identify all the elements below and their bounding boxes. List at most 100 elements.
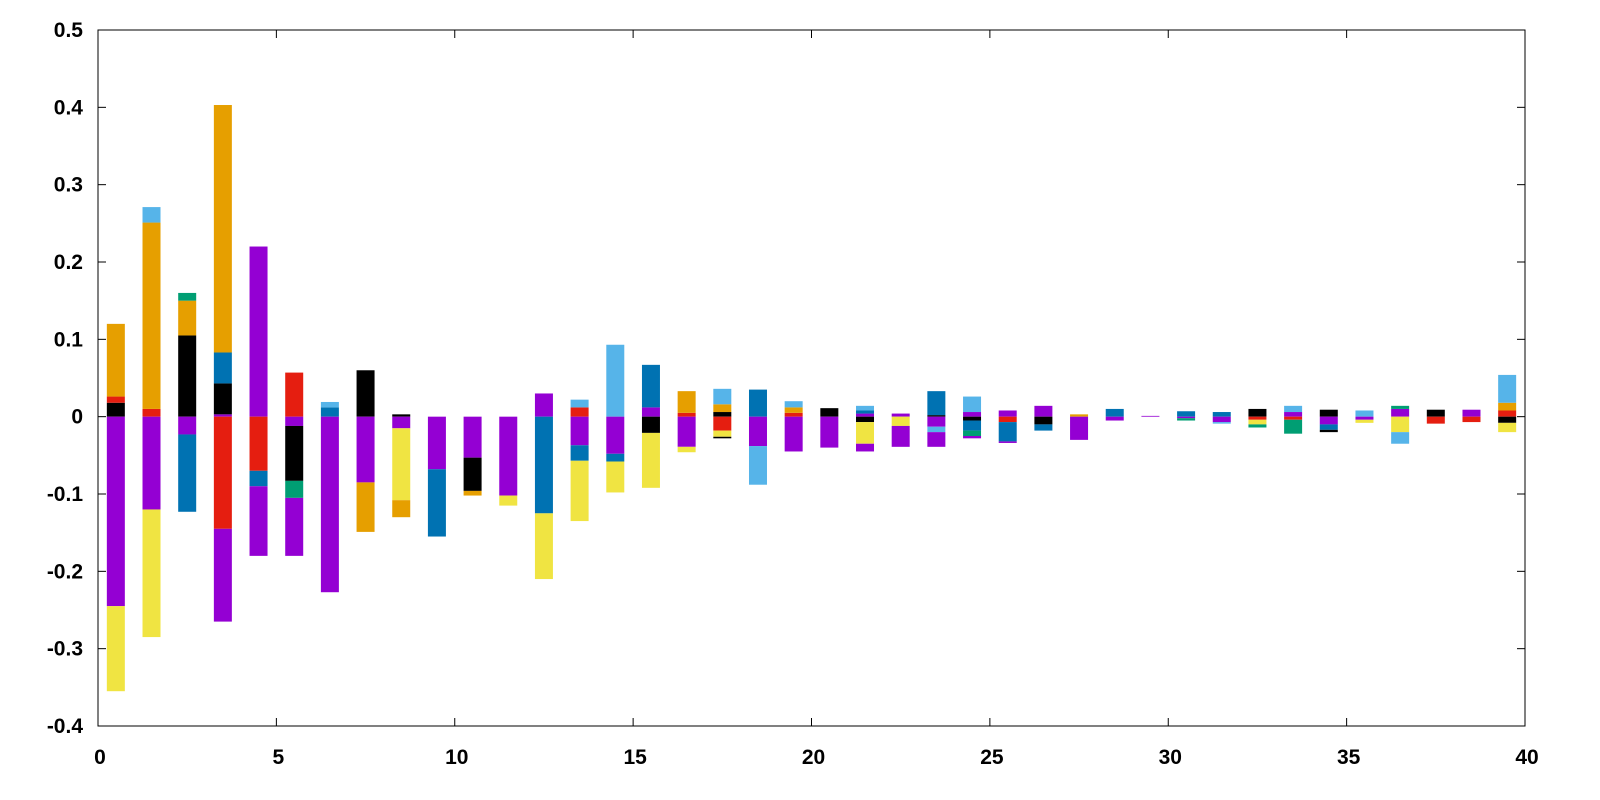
bar-segment-neg (427, 469, 446, 537)
x-tick-label: 25 (980, 746, 1004, 769)
bar-stack-2 (178, 292, 197, 512)
bar-stack-6 (320, 401, 339, 593)
bar-segment-neg (927, 426, 946, 433)
bar-segment-neg (963, 430, 982, 436)
bar-segment-neg (606, 461, 625, 493)
bar-segment-pos (570, 407, 589, 417)
bar-segment-neg (427, 416, 446, 470)
bar-segment-pos (106, 402, 125, 417)
bar-segment-neg (820, 416, 839, 448)
bar-segment-pos (285, 372, 304, 417)
bar-segment-pos (534, 393, 553, 417)
bar-segment-pos (142, 408, 161, 417)
bar-segment-neg (998, 416, 1017, 423)
bar-stack-5 (285, 372, 304, 556)
y-tick-label: 0.3 (54, 174, 83, 197)
bar-segment-pos (1319, 409, 1338, 417)
bar-stack-11 (499, 416, 518, 506)
bar-stack-24 (963, 396, 982, 439)
bar-stack-9 (427, 416, 446, 537)
y-tick-label: 0.2 (54, 251, 83, 274)
bar-segment-neg (963, 416, 982, 421)
bar-segment-neg (713, 416, 732, 431)
bar-segment-pos (1426, 409, 1445, 417)
bar-stack-12 (534, 393, 553, 580)
bar-segment-pos (320, 407, 339, 417)
bar-segment-pos (213, 352, 232, 384)
x-tick-label: 15 (623, 746, 647, 769)
bar-segment-neg (392, 428, 411, 501)
bar-segment-neg (356, 416, 375, 483)
bar-segment-neg (106, 606, 125, 692)
bar-segment-neg (213, 528, 232, 622)
y-tick-label: -0.1 (47, 483, 84, 506)
bar-stack-34 (1319, 409, 1338, 433)
bar-segment-neg (927, 432, 946, 447)
bar-segment-pos (142, 222, 161, 409)
bar-segment-pos (1498, 410, 1517, 417)
x-tick-label: 5 (273, 746, 285, 769)
bar-segment-neg (534, 416, 553, 514)
bar-segment-neg (178, 416, 197, 435)
bar-stack-29 (1141, 415, 1160, 417)
bar-stack-13 (570, 399, 589, 522)
bar-stack-4 (249, 246, 268, 556)
bar-segment-pos (1498, 374, 1517, 403)
bar-segment-pos (1070, 414, 1089, 417)
bar-stack-1 (142, 207, 161, 638)
bar-stack-36 (1391, 405, 1410, 444)
bar-segment-neg (499, 495, 518, 506)
bar-segment-neg (998, 422, 1017, 442)
bar-stack-15 (641, 364, 660, 488)
bar-segment-neg (856, 443, 875, 452)
bar-segment-neg (1105, 416, 1124, 421)
bar-segment-neg (1177, 416, 1196, 419)
bar-stack-38 (1462, 409, 1481, 423)
x-tick-label: 20 (802, 746, 825, 769)
bar-segment-pos (570, 399, 589, 408)
bar-segment-neg (1426, 416, 1445, 424)
x-tick-label: 0 (94, 746, 106, 769)
bar-segment-pos (1105, 408, 1124, 417)
bar-segment-pos (606, 344, 625, 417)
bar-stack-30 (1177, 411, 1196, 421)
bar-segment-neg (963, 436, 982, 439)
bar-segment-pos (392, 414, 411, 417)
bar-segment-neg (249, 470, 268, 487)
labels-layer: -0.4 -0.3 -0.2 -0.1 0 0.1 0.2 0.3 0.4 0.5 0 5 10 15 20… (47, 19, 1539, 769)
bar-segment-pos (1391, 408, 1410, 417)
bar-segment-neg (1355, 416, 1374, 420)
bar-segment-pos (213, 383, 232, 415)
bar-segment-pos (356, 370, 375, 417)
bar-segment-neg (784, 416, 803, 452)
bar-stack-33 (1284, 405, 1303, 434)
bar-stack-20 (820, 408, 839, 448)
bar-stack-18 (748, 389, 767, 485)
bar-segment-pos (784, 412, 803, 417)
bar-segment-pos (1177, 411, 1196, 417)
bar-segment-neg (178, 434, 197, 512)
bar-segment-pos (677, 412, 696, 417)
bar-segment-pos (641, 364, 660, 408)
bar-segment-pos (178, 292, 197, 301)
bar-segment-pos (1034, 405, 1053, 417)
y-tick-label: -0.4 (47, 715, 84, 738)
bar-segment-neg (1391, 416, 1410, 433)
bar-segment-neg (463, 416, 482, 458)
bar-segment-neg (499, 416, 518, 496)
bar-segment-neg (1177, 418, 1196, 421)
bar-segment-neg (927, 416, 946, 427)
bar-segment-pos (927, 415, 946, 417)
bar-segment-neg (1034, 416, 1053, 425)
bar-segment-neg (213, 416, 232, 529)
bar-segment-pos (1141, 415, 1160, 417)
bar-segment-neg (641, 432, 660, 488)
bar-stack-25 (998, 410, 1017, 443)
bar-segment-pos (178, 300, 197, 336)
bar-segment-pos (213, 414, 232, 417)
bar-segment-neg (998, 441, 1017, 443)
bar-segment-neg (249, 416, 268, 471)
bar-segment-neg (856, 422, 875, 444)
bar-segment-neg (356, 482, 375, 532)
bar-segment-pos (1284, 412, 1303, 417)
